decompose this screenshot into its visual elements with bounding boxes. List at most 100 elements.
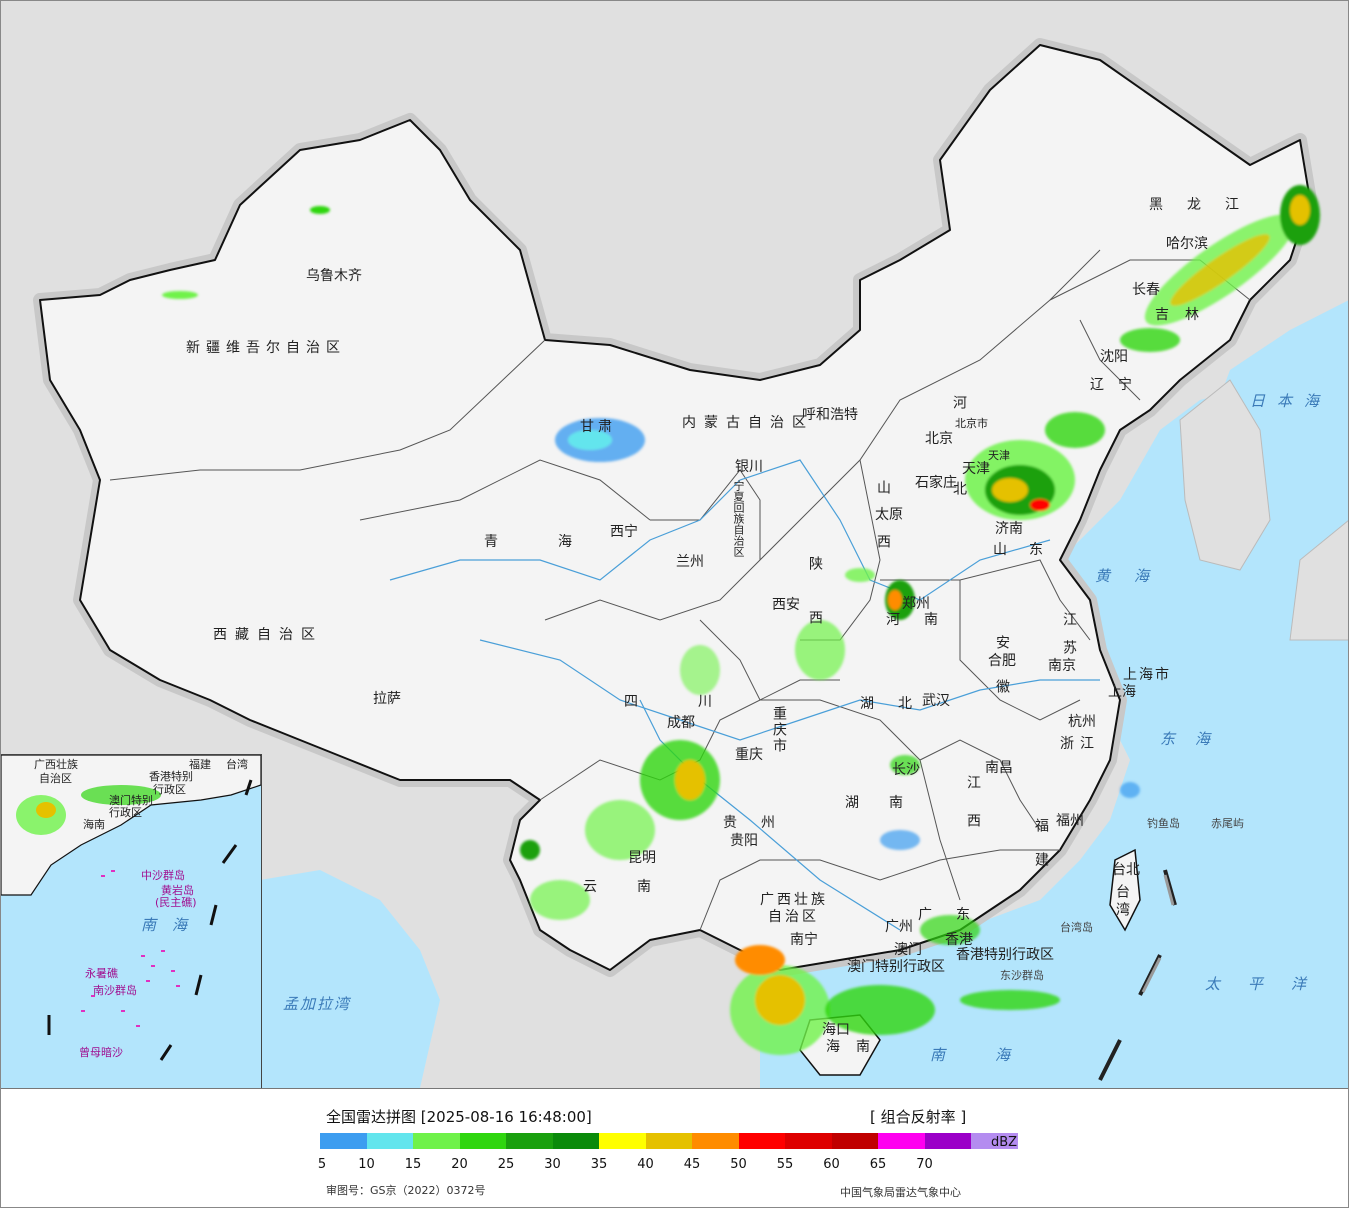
city-hefei[interactable]: 合肥 <box>988 653 1016 669</box>
inset-label-taiwan: 台湾 <box>226 758 248 771</box>
legend-source: 中国气象局雷达气象中心 <box>840 1186 961 1199</box>
japan-sea-water <box>1215 300 1349 420</box>
city-taipei[interactable]: 台北 <box>1112 862 1140 878</box>
legend-swatch <box>552 1133 599 1149</box>
region-guangxi2: 自治区 <box>768 909 819 925</box>
city-hongkong[interactable]: 香港 <box>945 932 973 948</box>
region-fujian: 福建 <box>1033 818 1049 886</box>
city-chongqing[interactable]: 重庆 <box>735 747 763 763</box>
legend-swatch <box>692 1133 739 1149</box>
inset-label-huangyan: 黄岩岛 <box>161 884 194 897</box>
region-ningxia: 宁夏回族自治区 <box>732 480 745 557</box>
region-neimenggu: 内蒙古自治区 <box>682 415 814 431</box>
city-shenyang[interactable]: 沈阳 <box>1100 349 1128 365</box>
region-taiwan: 台湾 <box>1114 884 1130 920</box>
legend-tick-label: 60 <box>823 1157 840 1172</box>
sea-bengal: 孟加拉湾 <box>283 995 352 1013</box>
city-hohhot[interactable]: 呼和浩特 <box>802 407 858 423</box>
legend-swatch <box>785 1133 832 1149</box>
sea-south: 南海 <box>930 1046 1061 1064</box>
region-hebei: 河北 <box>951 395 967 567</box>
region-qinghai: 青海 <box>484 534 632 550</box>
region-shandong: 山东 <box>993 542 1065 558</box>
region-tianjinshi: 天津 <box>988 449 1010 462</box>
city-urumqi[interactable]: 乌鲁木齐 <box>306 268 362 284</box>
legend-tick-label: 70 <box>916 1157 933 1172</box>
city-xining[interactable]: 西宁 <box>610 524 638 540</box>
inset-label-hk1: 香港特别 <box>149 770 193 783</box>
city-changchun[interactable]: 长春 <box>1132 282 1160 298</box>
region-jiangxi: 江西 <box>965 775 981 851</box>
city-guiyang[interactable]: 贵阳 <box>730 833 758 849</box>
city-kunming[interactable]: 昆明 <box>628 850 656 866</box>
city-nanchang[interactable]: 南昌 <box>985 760 1013 776</box>
region-chongqingshi: 重庆市 <box>771 706 787 754</box>
legend-tick-label: 65 <box>869 1157 887 1172</box>
city-yinchuan[interactable]: 银川 <box>735 459 763 475</box>
region-hainan: 海南 <box>826 1039 886 1055</box>
city-macau[interactable]: 澳门 <box>894 942 922 958</box>
city-nanning[interactable]: 南宁 <box>790 932 818 948</box>
legend-swatch <box>320 1133 367 1149</box>
region-henan: 河南 <box>886 612 962 628</box>
city-tianjin[interactable]: 天津 <box>962 461 990 477</box>
region-liaoning: 辽宁 <box>1090 377 1146 393</box>
legend-swatch <box>459 1133 506 1149</box>
city-lanzhou[interactable]: 兰州 <box>676 554 704 570</box>
legend-swatch <box>738 1133 785 1149</box>
inset-canvas <box>1 755 261 1061</box>
legend-swatch <box>506 1133 553 1149</box>
legend-swatch <box>924 1133 971 1149</box>
inset-label-minzhu: (民主礁) <box>155 896 197 909</box>
legend-tick-label: 50 <box>730 1157 747 1172</box>
japan-land <box>1289 519 1349 641</box>
radar-echoes <box>162 185 1320 1055</box>
city-xian[interactable]: 西安 <box>772 597 800 613</box>
region-zhejiang: 浙江 <box>1060 736 1100 752</box>
city-lhasa[interactable]: 拉萨 <box>373 691 401 707</box>
legend-product: [ 组合反射率 ] <box>870 1108 967 1126</box>
city-haikou[interactable]: 海口 <box>822 1022 850 1038</box>
radar-map[interactable] <box>0 0 1349 1088</box>
legend-tick-label: 35 <box>590 1157 608 1172</box>
inset-label-yongshu: 永暑礁 <box>85 967 118 980</box>
city-shanghai[interactable]: 上海 <box>1108 684 1136 700</box>
south-sea-inset[interactable]: 广西壮族 自治区 香港特别 行政区 澳门特别 行政区 台湾 福建 海南 中沙群岛… <box>0 754 262 1089</box>
region-jiangsu: 江苏 <box>1061 612 1077 668</box>
region-mo-sar: 澳门特别行政区 <box>847 959 945 975</box>
legend-tick-label: 25 <box>497 1157 515 1172</box>
city-changsha[interactable]: 长沙 <box>892 762 920 778</box>
legend-tick-label: 5 <box>317 1157 327 1172</box>
region-gansu: 甘肃 <box>580 419 616 435</box>
island-diaoyu: 钓鱼岛 <box>1147 817 1180 830</box>
inset-label-hainan: 海南 <box>83 818 105 831</box>
legend-swatch <box>599 1133 646 1149</box>
city-nanjing[interactable]: 南京 <box>1048 658 1076 674</box>
korea-land <box>1179 379 1271 571</box>
legend-panel: 全国雷达拼图 [2025-08-16 16:48:00] [ 组合反射率 ] 5… <box>0 1088 1349 1209</box>
inset-label-nansha: 南沙群岛 <box>93 984 137 997</box>
region-shanxi: 山西 <box>875 480 891 588</box>
legend-tick-label: 30 <box>544 1157 561 1172</box>
region-shaanxi: 陕西 <box>807 556 823 664</box>
city-chengdu[interactable]: 成都 <box>667 715 695 731</box>
city-harbin[interactable]: 哈尔滨 <box>1166 236 1208 252</box>
island-chiwei: 赤尾屿 <box>1211 817 1244 830</box>
region-hunan: 湖南 <box>845 795 933 811</box>
city-wuhan[interactable]: 武汉 <box>922 693 950 709</box>
city-hangzhou[interactable]: 杭州 <box>1068 714 1096 730</box>
region-heilongjiang: 黑龙江 <box>1149 197 1263 213</box>
city-fuzhou[interactable]: 福州 <box>1056 813 1084 829</box>
city-beijing[interactable]: 北京 <box>925 431 953 447</box>
city-zhengzhou[interactable]: 郑州 <box>902 596 930 612</box>
legend-swatch <box>366 1133 413 1149</box>
rivers <box>389 459 1100 931</box>
legend-tick-label: 40 <box>637 1157 654 1172</box>
city-taiyuan[interactable]: 太原 <box>875 507 903 523</box>
city-shijiazhuang[interactable]: 石家庄 <box>915 475 957 491</box>
city-jinan[interactable]: 济南 <box>995 521 1023 537</box>
sea-pacific: 太平洋 <box>1205 975 1335 993</box>
inset-label-guangxi2: 自治区 <box>39 772 72 785</box>
city-guangzhou[interactable]: 广州 <box>885 919 913 935</box>
region-xizang: 西藏自治区 <box>213 627 323 643</box>
